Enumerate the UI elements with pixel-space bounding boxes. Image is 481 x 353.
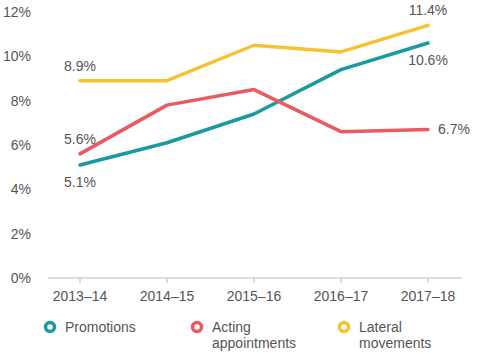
x-tick	[341, 278, 342, 283]
legend-marker	[193, 323, 202, 332]
legend-marker	[340, 323, 349, 332]
series-line	[80, 43, 428, 165]
x-tick	[428, 278, 429, 283]
data-label: 6.7%	[438, 121, 470, 137]
y-tick-label: 0%	[11, 270, 31, 286]
x-tick	[80, 278, 81, 283]
legend-label: Acting appointments	[212, 319, 296, 351]
y-tick-label: 4%	[11, 181, 31, 197]
data-label: 8.9%	[64, 58, 96, 74]
y-tick-label: 8%	[11, 93, 31, 109]
legend-label: Promotions	[65, 319, 136, 335]
legend-label: Lateral movements	[359, 319, 431, 351]
chart: 0% 2% 4% 6% 8% 10% 12% 2013–14 2014–15 2015–16 201…	[0, 0, 481, 353]
y-tick-label: 2%	[11, 226, 31, 242]
y-tick-label: 12%	[3, 4, 31, 20]
y-tick-label: 6%	[11, 137, 31, 153]
y-tick-label: 10%	[3, 48, 31, 64]
plot-area	[80, 25, 428, 165]
x-tick-label: 2017–18	[401, 288, 456, 304]
series-line	[80, 25, 428, 80]
x-tick	[254, 278, 255, 283]
data-label: 10.6%	[408, 52, 448, 68]
data-label: 5.1%	[64, 174, 96, 190]
x-axis	[48, 278, 462, 279]
x-tick-label: 2014–15	[140, 288, 195, 304]
series-line	[80, 90, 428, 154]
legend-marker	[46, 323, 55, 332]
x-tick-label: 2013–14	[53, 288, 108, 304]
x-tick-label: 2016–17	[314, 288, 369, 304]
x-tick-label: 2015–16	[227, 288, 282, 304]
data-label: 5.6%	[64, 131, 96, 147]
x-tick	[167, 278, 168, 283]
data-label: 11.4%	[409, 2, 448, 18]
